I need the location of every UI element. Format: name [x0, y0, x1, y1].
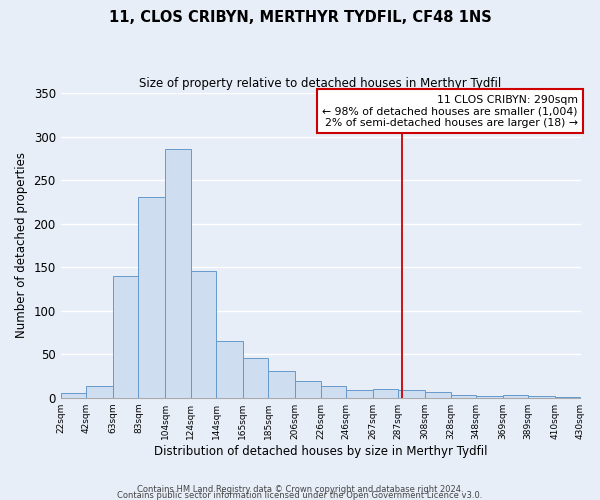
Bar: [476, 396, 503, 398]
Bar: [216, 341, 243, 398]
Title: Size of property relative to detached houses in Merthyr Tydfil: Size of property relative to detached ho…: [139, 78, 502, 90]
Bar: [268, 370, 295, 398]
Text: 11, CLOS CRIBYN, MERTHYR TYDFIL, CF48 1NS: 11, CLOS CRIBYN, MERTHYR TYDFIL, CF48 1N…: [109, 10, 491, 25]
Bar: [320, 386, 346, 398]
Bar: [86, 386, 113, 398]
Bar: [243, 358, 268, 398]
Bar: [295, 381, 320, 398]
Bar: [398, 390, 425, 398]
Bar: [61, 394, 86, 398]
Text: Contains HM Land Registry data © Crown copyright and database right 2024.: Contains HM Land Registry data © Crown c…: [137, 484, 463, 494]
Bar: [451, 395, 476, 398]
Bar: [373, 389, 398, 398]
Text: 11 CLOS CRIBYN: 290sqm
← 98% of detached houses are smaller (1,004)
2% of semi-d: 11 CLOS CRIBYN: 290sqm ← 98% of detached…: [322, 94, 578, 128]
Y-axis label: Number of detached properties: Number of detached properties: [15, 152, 28, 338]
Bar: [425, 392, 451, 398]
Bar: [503, 395, 528, 398]
Bar: [165, 149, 191, 398]
Bar: [555, 397, 580, 398]
Bar: [139, 196, 165, 398]
Bar: [191, 272, 216, 398]
Bar: [346, 390, 373, 398]
X-axis label: Distribution of detached houses by size in Merthyr Tydfil: Distribution of detached houses by size …: [154, 444, 487, 458]
Bar: [528, 396, 555, 398]
Bar: [113, 276, 139, 398]
Text: Contains public sector information licensed under the Open Government Licence v3: Contains public sector information licen…: [118, 490, 482, 500]
